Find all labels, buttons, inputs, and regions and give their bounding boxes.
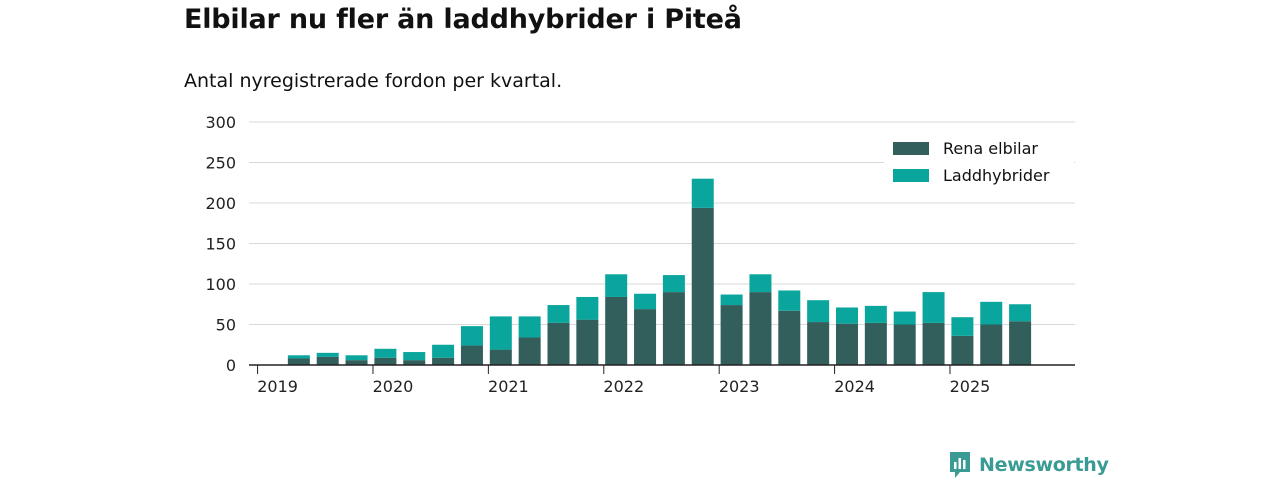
bar-laddhybrider [403, 352, 426, 361]
bar-laddhybrider [662, 275, 685, 293]
bar-laddhybrider [460, 326, 483, 346]
bar-rena-elbilar [691, 207, 714, 365]
bar-rena-elbilar [547, 322, 570, 365]
y-tick-label: 100 [205, 275, 236, 294]
bar-rena-elbilar [980, 324, 1003, 365]
bar-rena-elbilar [720, 305, 743, 365]
chart-subtitle: Antal nyregistrerade fordon per kvartal. [184, 70, 563, 92]
bar-rena-elbilar [460, 345, 483, 365]
bar-rena-elbilar [1009, 321, 1032, 365]
brand-name: Newsworthy [979, 454, 1109, 476]
bar-rena-elbilar [345, 360, 368, 365]
newsworthy-icon [950, 452, 970, 478]
legend-label: Laddhybrider [943, 166, 1050, 185]
chart-title: Elbilar nu fler än laddhybrider i Piteå [184, 4, 742, 35]
bar-rena-elbilar [605, 296, 628, 365]
x-tick-label: 2025 [950, 377, 991, 396]
bar-rena-elbilar [893, 324, 916, 365]
bar-rena-elbilar [807, 322, 830, 365]
bar-laddhybrider [432, 344, 455, 358]
x-tick-label: 2019 [257, 377, 298, 396]
bar-laddhybrider [345, 355, 368, 361]
bar-rena-elbilar [489, 349, 512, 365]
bar-laddhybrider [316, 352, 339, 357]
bar-rena-elbilar [836, 323, 858, 365]
bar-rena-elbilar [634, 309, 657, 365]
x-tick-label: 2021 [488, 377, 529, 396]
bar-rena-elbilar [922, 322, 945, 365]
bar-laddhybrider [980, 301, 1003, 325]
bar-laddhybrider [893, 311, 916, 325]
bar-laddhybrider [576, 296, 599, 320]
bar-rena-elbilar [432, 357, 455, 365]
legend-swatch [893, 169, 929, 182]
bar-laddhybrider [547, 305, 570, 323]
bar-rena-elbilar [662, 292, 685, 365]
bar-rena-elbilar [864, 322, 887, 365]
x-tick-label: 2022 [603, 377, 644, 396]
bar-laddhybrider [374, 348, 397, 358]
bar-laddhybrider [605, 274, 628, 297]
legend-label: Rena elbilar [943, 139, 1038, 158]
bar-laddhybrider [720, 294, 743, 306]
legend-swatch [893, 142, 929, 155]
bar-rena-elbilar [576, 319, 599, 365]
bar-laddhybrider [807, 300, 830, 323]
bar-laddhybrider [778, 290, 801, 311]
x-tick-label: 2024 [834, 377, 875, 396]
bar-laddhybrider [634, 293, 657, 310]
bar-laddhybrider [518, 316, 541, 338]
y-tick-label: 200 [205, 194, 236, 213]
bar-laddhybrider [951, 317, 974, 336]
bar-laddhybrider [489, 316, 512, 350]
bar-rena-elbilar [951, 335, 974, 365]
bar-rena-elbilar [374, 357, 397, 365]
bar-rena-elbilar [749, 292, 772, 365]
bar-laddhybrider [836, 307, 858, 324]
bar-laddhybrider [749, 274, 772, 293]
bar-laddhybrider [864, 305, 887, 323]
bar-laddhybrider [287, 355, 310, 359]
bar-laddhybrider [922, 292, 945, 323]
y-tick-label: 150 [205, 235, 236, 254]
bar-rena-elbilar [778, 310, 801, 365]
bar-rena-elbilar [287, 358, 310, 365]
bar-rena-elbilar [316, 356, 339, 365]
y-tick-label: 50 [216, 316, 236, 335]
bar-rena-elbilar [518, 337, 541, 365]
y-tick-label: 250 [205, 154, 236, 173]
y-tick-label: 300 [205, 113, 236, 132]
bar-laddhybrider [1009, 304, 1032, 322]
newsworthy-logo: Newsworthy [948, 450, 1109, 480]
x-tick-label: 2023 [719, 377, 760, 396]
x-tick-label: 2020 [373, 377, 414, 396]
bar-rena-elbilar [403, 360, 426, 365]
bar-laddhybrider [691, 178, 714, 208]
y-tick-label: 0 [226, 356, 236, 375]
